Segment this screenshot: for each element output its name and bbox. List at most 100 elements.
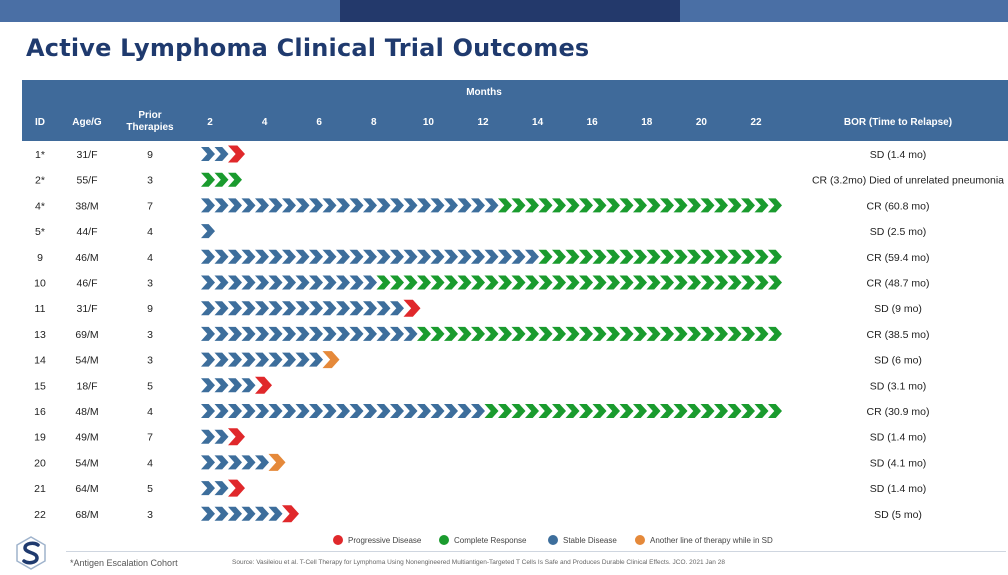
stable-disease-chevron — [322, 301, 337, 316]
complete-response-chevron — [660, 326, 674, 341]
legend-dot-stable — [548, 535, 558, 545]
stable-disease-chevron — [309, 249, 323, 264]
patient-age-cell: 68/M — [75, 509, 98, 521]
stable-disease-chevron — [471, 249, 485, 264]
patient-age-cell: 46/F — [76, 278, 97, 290]
patient-age-cell: 38/M — [75, 200, 98, 212]
prior-therapies-cell: 3 — [147, 278, 153, 290]
stable-disease-chevron — [363, 198, 377, 213]
complete-response-chevron — [646, 326, 661, 341]
stable-disease-chevron — [444, 249, 458, 264]
stable-disease-chevron — [201, 224, 215, 239]
complete-response-chevron — [768, 249, 782, 264]
complete-response-chevron — [606, 275, 620, 290]
complete-response-chevron — [606, 404, 620, 418]
complete-response-chevron — [498, 198, 512, 213]
patient-age-cell: 69/M — [75, 329, 98, 341]
stable-disease-chevron — [214, 455, 229, 470]
complete-response-chevron — [498, 326, 512, 341]
stable-disease-chevron — [201, 404, 215, 418]
stable-disease-chevron — [282, 301, 296, 316]
stable-disease-chevron — [484, 249, 499, 264]
stable-disease-chevron — [417, 198, 431, 213]
complete-response-chevron — [592, 275, 607, 290]
bor-cell: SD (2.5 mo) — [870, 226, 927, 238]
stable-disease-chevron — [228, 326, 242, 341]
months-header: Months — [466, 87, 502, 98]
complete-response-chevron — [565, 275, 580, 290]
complete-response-chevron — [754, 326, 769, 341]
prior-therapies-cell: 4 — [147, 406, 153, 418]
complete-response-chevron — [592, 326, 607, 341]
month-tick-label: 2 — [207, 117, 213, 128]
stable-disease-chevron — [322, 326, 337, 341]
bor-cell: CR (3.2mo) Died of unrelated pneumonia — [812, 175, 1004, 187]
stable-disease-chevron — [363, 301, 377, 316]
bor-cell: CR (48.7 mo) — [866, 278, 929, 290]
stable-disease-chevron — [282, 404, 296, 418]
legend-dot-progressive — [333, 535, 343, 545]
complete-response-chevron — [673, 326, 688, 341]
stable-disease-chevron — [390, 198, 404, 213]
complete-response-chevron — [768, 404, 782, 418]
patient-id-cell: 16 — [34, 406, 46, 418]
stable-disease-chevron — [444, 404, 458, 418]
stable-disease-chevron — [241, 301, 256, 316]
patient-age-cell: 46/M — [75, 252, 98, 264]
stable-disease-chevron — [268, 506, 283, 521]
stable-disease-chevron — [201, 249, 215, 264]
complete-response-chevron — [565, 198, 580, 213]
stable-disease-chevron — [430, 249, 445, 264]
complete-response-chevron — [592, 198, 607, 213]
complete-response-chevron — [457, 326, 472, 341]
stable-disease-chevron — [241, 352, 256, 367]
bor-cell: SD (6 mo) — [874, 355, 922, 367]
bor-column-header: BOR (Time to Relapse) — [844, 117, 952, 128]
stable-disease-chevron — [282, 249, 296, 264]
complete-response-chevron — [565, 404, 580, 418]
complete-response-chevron — [633, 404, 647, 418]
complete-response-chevron — [646, 198, 661, 213]
complete-response-chevron — [525, 275, 539, 290]
complete-response-chevron — [727, 404, 742, 418]
stable-disease-chevron — [228, 275, 242, 290]
complete-response-chevron — [768, 275, 782, 290]
stable-disease-chevron — [282, 275, 296, 290]
patient-id-cell: 10 — [34, 278, 46, 290]
complete-response-chevron — [619, 404, 634, 418]
complete-response-chevron — [646, 249, 661, 264]
legend-label-stable: Stable Disease — [563, 536, 617, 545]
stable-disease-chevron — [201, 429, 215, 444]
footnote: *Antigen Escalation Cohort — [70, 558, 178, 568]
complete-response-chevron — [633, 326, 647, 341]
stable-disease-chevron — [214, 301, 229, 316]
progressive-disease-chevron — [282, 505, 299, 523]
stable-disease-chevron — [336, 326, 350, 341]
complete-response-chevron — [714, 249, 728, 264]
bor-cell: SD (1.4 mo) — [870, 432, 927, 444]
stable-disease-chevron — [241, 378, 256, 393]
top-band-right — [680, 0, 1008, 22]
patient-age-cell: 31/F — [76, 303, 97, 315]
legend-label-complete: Complete Response — [454, 536, 527, 545]
complete-response-chevron — [538, 198, 553, 213]
top-band-left — [0, 0, 340, 22]
stable-disease-chevron — [255, 404, 269, 418]
bor-cell: CR (38.5 mo) — [866, 329, 929, 341]
stable-disease-chevron — [214, 429, 229, 444]
patient-id-cell: 19 — [34, 432, 46, 444]
complete-response-chevron — [660, 198, 674, 213]
stable-disease-chevron — [376, 404, 391, 418]
stable-disease-chevron — [241, 506, 256, 521]
stable-disease-chevron — [201, 378, 215, 393]
complete-response-chevron — [619, 249, 634, 264]
stable-disease-chevron — [417, 249, 431, 264]
complete-response-chevron — [471, 275, 485, 290]
complete-response-chevron — [214, 172, 229, 187]
complete-response-chevron — [714, 275, 728, 290]
complete-response-chevron — [579, 326, 593, 341]
stable-disease-chevron — [255, 352, 269, 367]
complete-response-chevron — [633, 249, 647, 264]
stable-disease-chevron — [430, 404, 445, 418]
stable-disease-chevron — [444, 198, 458, 213]
